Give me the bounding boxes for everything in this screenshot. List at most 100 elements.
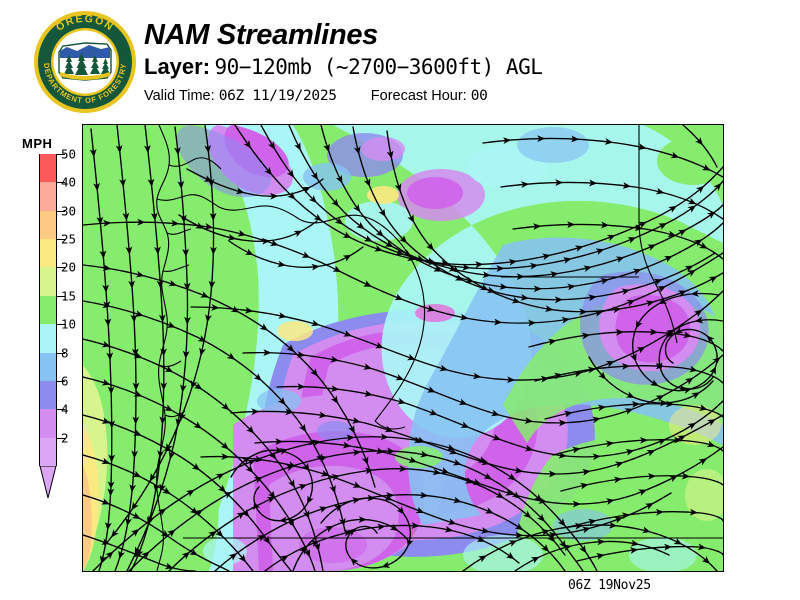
flow-arrow <box>579 544 587 554</box>
flow-arrow <box>580 482 589 490</box>
flow-arrow <box>407 538 414 547</box>
flow-arrow <box>208 280 216 289</box>
flow-arrow <box>426 386 436 393</box>
flow-arrow <box>275 438 284 446</box>
colorbar-bar: 50 40 30 25 20 15 10 8 6 4 2 <box>39 147 76 499</box>
flow-arrow <box>367 494 376 502</box>
flow-arrow <box>673 537 683 545</box>
flow-arrow <box>541 543 550 552</box>
flow-arrow <box>122 212 130 221</box>
flow-arrow <box>444 525 454 533</box>
flow-arrow <box>514 522 524 531</box>
flow-arrow <box>130 529 140 537</box>
flow-arrow <box>302 462 310 472</box>
flow-arrow <box>215 529 224 538</box>
flow-arrow <box>267 141 276 150</box>
flow-arrow <box>571 135 580 143</box>
flow-arrow <box>162 487 171 495</box>
flow-arrow <box>458 398 468 405</box>
flow-arrow <box>625 391 635 398</box>
flow-arrow <box>342 441 352 449</box>
flow-arrow <box>141 551 150 560</box>
flow-arrow <box>182 350 190 359</box>
flow-arrow <box>689 508 698 516</box>
flow-arrow <box>698 458 708 466</box>
flow-arrow <box>246 425 255 434</box>
flow-arrow <box>226 352 236 360</box>
flow-arrow <box>119 178 127 188</box>
flow-arrow <box>297 383 306 391</box>
flow-arrow <box>333 504 343 512</box>
flow-arrow <box>533 285 542 293</box>
flow-arrow <box>695 136 703 146</box>
flow-arrow <box>164 404 173 412</box>
flow-arrow <box>420 450 429 458</box>
colorbar-tick-6 <box>57 380 65 382</box>
flow-arrow <box>191 462 201 471</box>
colorbar-tick-25 <box>57 239 65 241</box>
flow-arrow <box>537 513 546 522</box>
forecast-hour-value: 00 <box>470 88 488 104</box>
flow-arrow <box>420 491 429 499</box>
flow-arrow <box>684 377 694 385</box>
flow-arrow <box>567 221 576 229</box>
colorbar-band-6 <box>39 380 57 410</box>
flow-arrow <box>606 498 615 505</box>
flow-arrow <box>115 144 123 154</box>
flow-arrow <box>621 512 631 520</box>
flow-arrow <box>307 495 314 505</box>
flow-arrow <box>609 521 618 529</box>
flow-arrow <box>664 543 673 551</box>
flow-arrow <box>182 248 190 257</box>
flow-arrow <box>285 464 295 472</box>
flow-arrow <box>244 248 254 256</box>
layer-value: 90−120mb (~2700−3600ft) AGL <box>214 55 543 79</box>
flow-arrow <box>311 263 320 271</box>
flow-arrow <box>129 484 137 493</box>
colorbar-band-50 <box>39 154 57 183</box>
time-line: Valid Time: 06Z 11/19/2025 Forecast Hour… <box>144 87 784 105</box>
flow-arrow <box>105 551 114 560</box>
flow-arrow <box>318 455 328 462</box>
flow-arrow <box>125 246 133 255</box>
flow-arrow <box>432 468 442 476</box>
flow-arrow <box>228 553 238 561</box>
flow-arrow <box>483 472 493 480</box>
flow-arrow <box>193 421 202 429</box>
flow-arrow <box>316 453 323 462</box>
flow-arrow <box>528 319 537 327</box>
flow-arrow <box>687 422 697 430</box>
flow-arrow <box>158 314 166 323</box>
flow-arrow <box>210 246 217 255</box>
flow-arrow <box>572 446 581 454</box>
flow-arrow <box>318 411 328 419</box>
flow-arrow <box>505 551 515 560</box>
flow-arrow <box>687 197 697 205</box>
flow-arrow <box>238 553 247 563</box>
flow-arrow <box>211 304 220 311</box>
flow-arrow <box>499 283 508 290</box>
flow-arrow <box>101 378 111 386</box>
flow-arrow <box>133 351 143 359</box>
flow-arrow <box>524 417 534 424</box>
flow-arrow <box>99 555 107 564</box>
flow-arrow <box>638 221 647 229</box>
flow-arrow <box>413 436 423 444</box>
flow-arrow <box>440 467 450 474</box>
flow-arrow <box>394 293 404 301</box>
flow-arrow <box>415 506 425 514</box>
flow-arrow <box>131 450 139 459</box>
flow-arrow <box>507 473 516 481</box>
flow-arrow <box>190 380 198 389</box>
flow-arrow <box>310 540 320 547</box>
flow-arrow <box>684 265 694 273</box>
flow-arrow <box>279 448 288 455</box>
weather-map[interactable] <box>82 124 724 572</box>
flow-arrow <box>674 326 684 334</box>
flow-arrow <box>338 517 346 527</box>
flow-arrow <box>581 526 591 534</box>
flow-arrow <box>264 166 273 176</box>
flow-arrow <box>639 436 649 444</box>
flow-arrow <box>588 518 597 526</box>
flow-arrow <box>342 254 352 262</box>
